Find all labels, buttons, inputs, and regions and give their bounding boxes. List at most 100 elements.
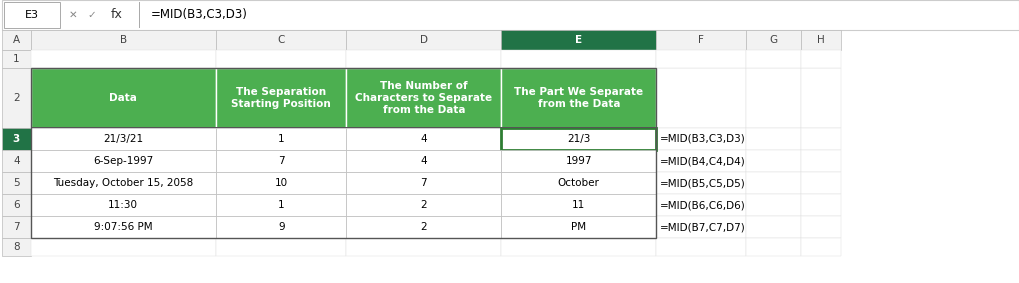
Bar <box>656 150 746 172</box>
Bar <box>346 68 501 128</box>
Bar <box>501 30 656 50</box>
Bar <box>139 2 140 28</box>
Bar <box>656 30 746 50</box>
Text: =MID(B4,C4,D4): =MID(B4,C4,D4) <box>660 156 746 166</box>
Bar <box>501 216 656 238</box>
Bar <box>501 238 656 256</box>
Bar <box>346 128 501 150</box>
Text: 21/3: 21/3 <box>568 134 590 144</box>
Bar <box>801 30 841 50</box>
Text: 7: 7 <box>13 222 19 232</box>
Bar <box>801 238 841 256</box>
Text: The Separation
Starting Position: The Separation Starting Position <box>231 87 331 109</box>
Text: 7: 7 <box>278 156 284 166</box>
Bar <box>2 68 31 128</box>
Bar <box>216 68 346 128</box>
Text: 1997: 1997 <box>566 156 592 166</box>
Bar <box>2 30 31 50</box>
Text: E3: E3 <box>25 10 39 20</box>
Text: 6-Sep-1997: 6-Sep-1997 <box>93 156 154 166</box>
Bar <box>4 2 60 28</box>
Bar <box>31 194 216 216</box>
Text: 11:30: 11:30 <box>108 200 139 210</box>
Text: 11: 11 <box>572 200 586 210</box>
Bar <box>346 238 501 256</box>
Bar <box>746 50 801 68</box>
Bar <box>2 238 31 256</box>
Text: =MID(B3,C3,D3): =MID(B3,C3,D3) <box>151 8 248 22</box>
Text: 2: 2 <box>421 200 427 210</box>
Text: 8: 8 <box>13 242 19 252</box>
Bar <box>31 216 216 238</box>
Text: 1: 1 <box>13 54 19 64</box>
Bar <box>216 150 346 172</box>
Text: G: G <box>769 35 777 45</box>
Bar <box>746 30 801 50</box>
Bar <box>216 216 346 238</box>
Text: D: D <box>420 35 428 45</box>
Bar <box>501 194 656 216</box>
Bar <box>216 238 346 256</box>
Bar <box>216 50 346 68</box>
Text: 21/3/21: 21/3/21 <box>103 134 144 144</box>
Bar <box>216 172 346 194</box>
Bar <box>801 50 841 68</box>
Bar <box>746 128 801 150</box>
Bar <box>501 172 656 194</box>
Text: 3: 3 <box>12 134 20 144</box>
Bar <box>2 0 1019 30</box>
Bar <box>656 172 746 194</box>
Bar <box>346 50 501 68</box>
Text: 4: 4 <box>421 156 427 166</box>
Bar <box>746 150 801 172</box>
Bar <box>346 172 501 194</box>
Text: E: E <box>576 35 582 45</box>
Bar <box>2 150 31 172</box>
Bar <box>346 194 501 216</box>
Text: ✓: ✓ <box>88 10 96 20</box>
Text: F: F <box>698 35 704 45</box>
Bar <box>801 194 841 216</box>
Text: The Part We Separate
from the Data: The Part We Separate from the Data <box>515 87 643 109</box>
Bar <box>656 50 746 68</box>
Bar <box>501 150 656 172</box>
Bar <box>2 194 31 216</box>
Bar <box>2 50 31 68</box>
Text: A: A <box>13 35 19 45</box>
Bar <box>2 172 31 194</box>
Bar <box>346 216 501 238</box>
Text: 6: 6 <box>13 200 19 210</box>
Text: fx: fx <box>110 8 122 22</box>
Bar <box>31 172 216 194</box>
Text: B: B <box>120 35 126 45</box>
Text: 4: 4 <box>13 156 19 166</box>
Bar <box>216 194 346 216</box>
Text: 9:07:56 PM: 9:07:56 PM <box>94 222 153 232</box>
Bar <box>31 127 656 128</box>
Text: Data: Data <box>109 93 138 103</box>
Bar <box>746 238 801 256</box>
Bar <box>501 50 656 68</box>
Bar <box>746 216 801 238</box>
Text: 1: 1 <box>278 134 284 144</box>
Bar <box>346 30 501 50</box>
Bar <box>801 216 841 238</box>
Text: =MID(B3,C3,D3): =MID(B3,C3,D3) <box>660 134 746 144</box>
Bar <box>801 150 841 172</box>
Bar <box>746 194 801 216</box>
Text: The Number of
Characters to Separate
from the Data: The Number of Characters to Separate fro… <box>356 81 492 115</box>
Bar <box>801 172 841 194</box>
Bar <box>31 128 216 150</box>
Text: 9: 9 <box>278 222 284 232</box>
Text: H: H <box>817 35 824 45</box>
Bar <box>746 68 801 128</box>
Bar <box>31 50 216 68</box>
Text: 2: 2 <box>13 93 19 103</box>
Bar <box>801 128 841 150</box>
Bar <box>31 238 216 256</box>
Text: PM: PM <box>572 222 586 232</box>
Bar <box>31 68 656 238</box>
Text: 1: 1 <box>278 200 284 210</box>
Text: =MID(B5,C5,D5): =MID(B5,C5,D5) <box>660 178 746 188</box>
Bar <box>31 68 216 128</box>
